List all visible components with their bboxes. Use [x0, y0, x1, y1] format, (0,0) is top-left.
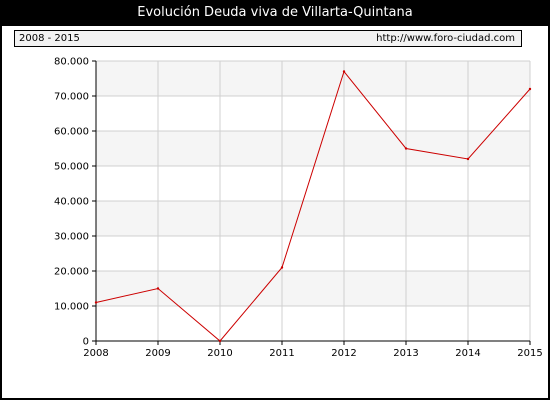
- x-tick-label: 2013: [393, 348, 418, 359]
- grid-band: [96, 131, 530, 166]
- data-point: [280, 266, 284, 269]
- x-tick-label: 2012: [331, 348, 356, 359]
- site-link[interactable]: http://www.foro-ciudad.com: [376, 33, 515, 44]
- info-bar: 2008 - 2015 http://www.foro-ciudad.com: [14, 30, 522, 47]
- grid-band: [96, 201, 530, 236]
- data-point: [218, 339, 222, 343]
- y-tick-label: 40.000: [54, 197, 89, 208]
- x-tick-label: 2015: [517, 348, 542, 359]
- data-point: [94, 301, 98, 304]
- x-tick-label: 2014: [455, 348, 480, 359]
- series-line: [95, 70, 531, 342]
- y-tick-label: 20.000: [54, 267, 89, 278]
- x-tick-label: 2010: [207, 348, 232, 359]
- data-point: [404, 147, 408, 150]
- y-tick-label: 50.000: [54, 162, 89, 173]
- y-tick-label: 80.000: [54, 57, 89, 68]
- period-label: 2008 - 2015: [19, 33, 80, 44]
- x-tick-label: 2011: [269, 348, 294, 359]
- x-tick-label: 2009: [145, 348, 170, 359]
- data-point: [466, 157, 470, 161]
- data-point: [342, 70, 346, 73]
- y-tick-label: 60.000: [54, 127, 89, 138]
- chart-title: Evolución Deuda viva de Villarta-Quintan…: [137, 5, 413, 20]
- grid-band: [96, 61, 530, 96]
- y-tick-label: 30.000: [54, 232, 89, 243]
- y-tick-label: 70.000: [54, 92, 89, 103]
- data-point: [528, 87, 532, 91]
- grid-band: [96, 271, 530, 306]
- data-point: [156, 287, 160, 290]
- x-tick-label: 2008: [83, 348, 108, 359]
- y-tick-label: 0: [83, 337, 89, 348]
- y-tick-label: 10.000: [54, 302, 89, 313]
